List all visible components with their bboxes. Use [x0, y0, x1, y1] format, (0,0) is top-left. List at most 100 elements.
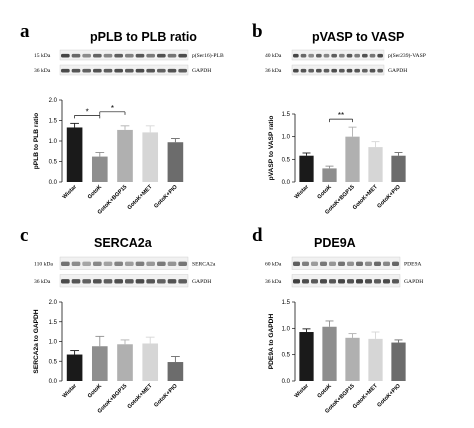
y-tick-label: 0.5	[49, 359, 58, 365]
blot-band	[338, 261, 345, 266]
blot-band	[135, 53, 145, 58]
blot-band	[146, 261, 155, 266]
panel-a: a pPLB to PLB ratio 15 kDa p(Ser16)-PLB 36 k…	[20, 21, 224, 216]
blot-protein-label: p(Ser239)-VASP	[388, 52, 426, 59]
blot-band	[302, 261, 309, 266]
blot-band	[61, 261, 70, 266]
chart-title: SERCA2a	[94, 236, 153, 250]
y-tick-label: 0.5	[282, 157, 291, 163]
blot-band	[135, 68, 145, 73]
blot-band	[178, 68, 187, 73]
bar	[91, 346, 108, 381]
y-tick-label: 1.0	[282, 326, 291, 332]
blot-size-label: 60 kDa	[265, 262, 282, 268]
category-label: GotoK+PIO	[376, 184, 402, 210]
blot-band	[331, 53, 337, 58]
blot-band	[82, 68, 91, 73]
blot-band	[356, 261, 363, 266]
blot-size-label: 36 kDa	[265, 68, 282, 74]
blot-band	[308, 68, 314, 73]
blot-strip	[59, 49, 189, 61]
blot-band	[362, 53, 368, 58]
blot-band	[374, 261, 381, 266]
blot-band	[93, 279, 102, 284]
blot-band	[329, 261, 336, 266]
blot-band	[178, 261, 187, 266]
bar	[142, 132, 159, 182]
blot-band	[61, 53, 70, 58]
category-label: GotoK+MET	[352, 383, 379, 410]
category-label: Wistar	[62, 184, 79, 201]
blot-band	[61, 279, 70, 284]
y-axis-label: SERCA2a to GAPDH	[33, 309, 40, 373]
blot-strip	[291, 49, 385, 61]
blot-band	[331, 68, 337, 73]
bar	[322, 168, 337, 182]
bar	[391, 342, 406, 381]
blot-strip	[59, 274, 189, 288]
blot-band	[362, 68, 368, 73]
bar	[322, 326, 337, 381]
bar	[167, 142, 184, 182]
blot-band	[316, 53, 322, 58]
y-tick-label: 0.5	[49, 160, 58, 166]
bar	[299, 155, 314, 182]
blot-protein-label: SERCA2a	[192, 262, 216, 268]
y-tick-label: 0.5	[282, 353, 291, 359]
blot-band	[346, 53, 353, 58]
blot-strip	[291, 64, 385, 76]
category-label: GotoK+PIO	[153, 184, 179, 210]
blot-band	[71, 68, 81, 73]
blot-protein-label: GAPDH	[192, 68, 211, 74]
blot-protein-label: GAPDH	[192, 279, 211, 285]
blot-band	[365, 261, 372, 266]
category-label: GotoK	[317, 184, 333, 200]
category-label: GotoK+PIO	[153, 383, 179, 409]
category-label: GotoK	[317, 383, 333, 399]
blot-band	[178, 279, 187, 284]
blot-band	[392, 279, 399, 284]
y-tick-label: 0.0	[282, 180, 291, 186]
blot-band	[125, 279, 134, 284]
significance-label: *	[86, 107, 89, 116]
y-tick-label: 1.0	[49, 139, 58, 145]
bar	[345, 337, 360, 381]
blot-band	[346, 68, 353, 73]
panel-letter: d	[252, 225, 263, 246]
blot-band	[329, 279, 336, 284]
blot-band	[302, 279, 309, 284]
blot-protein-label: PDE9A	[404, 262, 421, 268]
bar	[368, 147, 383, 182]
bar	[66, 127, 83, 182]
blot-band	[114, 261, 123, 266]
blot-band	[308, 53, 314, 58]
blot-protein-label: GAPDH	[404, 279, 423, 285]
blot-band	[365, 279, 372, 284]
blot-band	[311, 261, 318, 266]
blot-band	[146, 279, 155, 284]
blot-band	[103, 68, 113, 73]
blot-band	[157, 261, 166, 266]
panel-c: c SERCA2a 110 kDa SERCA2a 36 kDa GAPDH 0.0 0.5 1…	[20, 225, 216, 415]
y-tick-label: 1.5	[49, 119, 58, 125]
blot-band	[293, 279, 300, 284]
y-tick-label: 1.5	[282, 300, 291, 306]
blot-band	[293, 261, 300, 266]
blot-band	[71, 53, 81, 58]
blot-band	[157, 53, 166, 58]
bar	[66, 354, 83, 381]
blot-size-label: 36 kDa	[34, 68, 51, 74]
category-label: GotoK+MET	[352, 184, 379, 211]
blot-band	[316, 68, 322, 73]
bar	[142, 343, 159, 381]
blot-size-label: 15 kDa	[34, 53, 51, 59]
bar	[167, 362, 184, 381]
blot-band	[320, 279, 327, 284]
y-tick-label: 1.5	[282, 112, 291, 118]
blot-band	[374, 279, 381, 284]
blot-band	[146, 53, 155, 58]
blot-band	[392, 261, 399, 266]
blot-band	[93, 261, 102, 266]
blot-band	[103, 53, 113, 58]
